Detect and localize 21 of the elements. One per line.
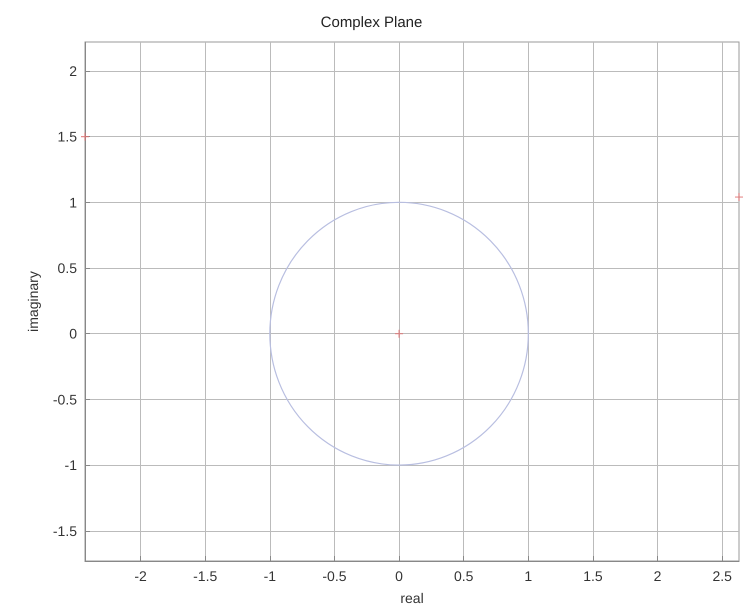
x-tick-label: 1 <box>524 568 532 584</box>
x-tick-label: -1.5 <box>193 568 218 584</box>
x-tick-label: -1 <box>264 568 276 584</box>
x-tick-label: 2.5 <box>712 568 732 584</box>
x-tick-label: 0.5 <box>454 568 474 584</box>
y-tick-label: 1 <box>69 194 78 210</box>
y-axis-title: imaginary <box>25 271 41 332</box>
y-tick-label: 0.5 <box>58 260 78 276</box>
x-tick-label: 1.5 <box>583 568 603 584</box>
x-tick-label: 0 <box>395 568 404 584</box>
x-axis-title: real <box>400 590 424 606</box>
y-tick-label: 1.5 <box>58 128 78 145</box>
y-tick-label: -1.5 <box>52 522 78 539</box>
y-tick-label: -0.5 <box>52 391 78 408</box>
x-tick-label: -2 <box>134 568 148 584</box>
x-tick-label: -0.5 <box>322 568 347 584</box>
chart-title: Complex Plane <box>320 14 422 31</box>
y-tick-label: -1 <box>64 457 78 474</box>
y-tick-label: 0 <box>69 326 78 342</box>
y-tick-label: 2 <box>69 62 78 79</box>
x-tick-label: 2 <box>654 568 662 584</box>
